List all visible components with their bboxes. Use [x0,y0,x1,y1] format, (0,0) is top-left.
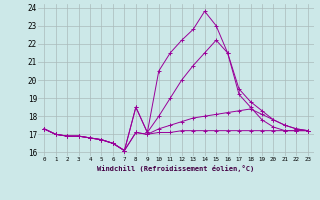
X-axis label: Windchill (Refroidissement éolien,°C): Windchill (Refroidissement éolien,°C) [97,165,255,172]
